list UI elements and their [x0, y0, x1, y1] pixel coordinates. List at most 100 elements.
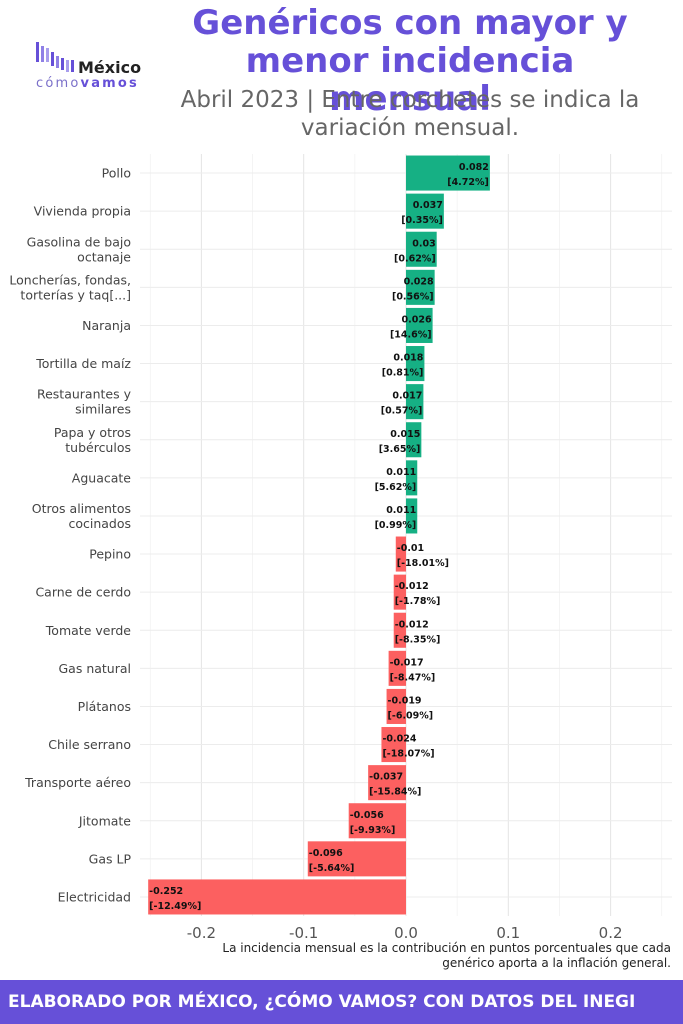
category-label: Chile serrano [48, 737, 131, 752]
bar-variation-label: [-1.78%] [395, 596, 441, 607]
category-label: Otros alimentos [32, 501, 131, 516]
bar [368, 765, 406, 801]
bar-variation-label: [0.81%] [382, 368, 424, 379]
category-label: tubérculos [65, 440, 131, 455]
bar-value-label: 0.015 [390, 429, 420, 440]
bar [148, 879, 406, 915]
category-label: similares [75, 402, 131, 417]
bar [348, 803, 406, 839]
bar-value-label: -0.024 [382, 734, 416, 745]
bar-variation-label: [0.35%] [401, 215, 443, 226]
bar-value-label: -0.252 [149, 886, 183, 897]
bar-variation-label: [4.72%] [447, 177, 489, 188]
category-label: Gas LP [89, 851, 132, 866]
bar [406, 231, 437, 267]
bar [406, 384, 424, 420]
bar [406, 346, 425, 382]
bar-value-label: -0.01 [397, 543, 424, 554]
bar-variation-label: [-8.47%] [390, 672, 436, 683]
bar-value-label: 0.011 [386, 467, 416, 478]
bar-variation-label: [-18.07%] [382, 749, 434, 760]
bar-value-label: 0.026 [402, 314, 432, 325]
bar-variation-label: [5.62%] [375, 482, 417, 493]
bar [406, 307, 433, 343]
bar-value-label: -0.017 [390, 657, 424, 668]
bar-value-label: -0.096 [309, 848, 343, 859]
chart-title: Genéricos con mayor y menor incidencia m… [192, 3, 628, 119]
category-label: cocinados [68, 516, 131, 531]
category-label: Carne de cerdo [35, 585, 131, 600]
bar-variation-label: [-8.35%] [395, 634, 441, 645]
bar-value-label: 0.011 [386, 505, 416, 516]
category-label: Plátanos [78, 699, 131, 714]
x-tick-label: 0.0 [394, 924, 418, 938]
category-label: Pepino [89, 547, 131, 562]
bar [388, 650, 406, 686]
x-tick-label: 0.1 [496, 924, 520, 938]
bar-variation-label: [14.6%] [390, 329, 432, 340]
bar-value-label: 0.037 [413, 200, 443, 211]
x-tick-label: 0.2 [599, 924, 623, 938]
bar-chart: 0.082 [4.72%] Pollo 0.037 [0.35%] Vivienda pr… [9, 154, 672, 938]
bar [307, 841, 406, 877]
bar [393, 612, 406, 648]
x-tick-label: -0.2 [187, 924, 216, 938]
category-label: Jitomate [78, 813, 131, 828]
category-label: Papa y otros [54, 425, 131, 440]
category-label: Aguacate [72, 470, 132, 485]
bar-value-label: -0.056 [350, 810, 384, 821]
category-label: octanaje [77, 249, 131, 264]
bar-variation-label: [-18.01%] [397, 558, 449, 569]
logo-bottom-a: cómo [36, 76, 81, 91]
bar-value-label: -0.037 [369, 772, 403, 783]
bar-variation-label: [-6.09%] [388, 710, 434, 721]
bar [406, 422, 422, 458]
bar [386, 688, 406, 724]
bar-value-label: 0.028 [404, 276, 434, 287]
bar [406, 193, 444, 229]
bar-value-label: -0.012 [395, 581, 429, 592]
logo-top-text: México [78, 58, 141, 77]
logo-bottom-text: cómovamos [36, 76, 139, 91]
category-label: Transporte aéreo [24, 775, 131, 790]
category-label: Gas natural [58, 661, 131, 676]
category-label: Tortilla de maíz [35, 356, 131, 371]
bar-value-label: -0.019 [388, 695, 422, 706]
category-label: Tomate verde [45, 623, 132, 638]
logo-bottom-b: vamos [81, 76, 139, 91]
chart-note: La incidencia mensual es la contribución… [222, 941, 671, 970]
category-label: Pollo [102, 166, 131, 181]
bar-value-label: 0.017 [392, 391, 422, 402]
bar [406, 460, 418, 496]
bar [406, 155, 490, 191]
category-label: Naranja [82, 318, 131, 333]
bar-variation-label: [0.57%] [381, 406, 423, 417]
bar-variation-label: [-5.64%] [309, 863, 355, 874]
x-tick-label: -0.1 [289, 924, 318, 938]
mexico-como-vamos-logo: México cómovamos [36, 42, 141, 91]
category-label: Gasolina de bajo [27, 234, 131, 249]
logo-bars-icon [36, 42, 74, 72]
footer-credit: ELABORADO POR MÉXICO, ¿CÓMO VAMOS? CON D… [0, 980, 683, 1024]
bar-variation-label: [0.99%] [375, 520, 417, 531]
bar [381, 727, 406, 763]
category-label: torterías y taq[...] [20, 287, 131, 302]
bar-value-label: -0.012 [395, 619, 429, 630]
category-label: Electricidad [58, 889, 131, 904]
bar-value-label: 0.03 [412, 238, 435, 249]
bar-variation-label: [0.62%] [394, 253, 436, 264]
bar [393, 574, 406, 610]
bar [395, 536, 406, 572]
bar [406, 269, 435, 305]
bar-variation-label: [3.65%] [379, 444, 421, 455]
chart-subtitle: Abril 2023 | Entre corchetes se indica l… [180, 87, 640, 141]
category-label: Vivienda propia [34, 204, 131, 219]
bar-variation-label: [-12.49%] [149, 901, 201, 912]
bar [406, 498, 418, 534]
bar-value-label: 0.082 [459, 162, 489, 173]
bar-variation-label: [-9.93%] [350, 825, 396, 836]
bar-value-label: 0.018 [393, 353, 423, 364]
bar-variation-label: [-15.84%] [369, 787, 421, 798]
bar-variation-label: [0.56%] [392, 291, 434, 302]
category-label: Loncherías, fondas, [9, 272, 131, 287]
